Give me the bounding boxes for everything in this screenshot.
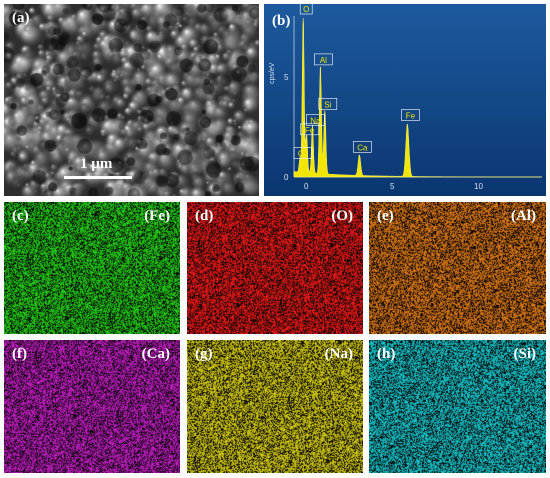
element-label-o: (O) [331,208,353,224]
x-tick-label-10: 10 [474,182,483,191]
map-panel-na: (g) (Na) [187,340,363,473]
peak-label-fe: Fe [401,109,420,121]
panel-label-c: (c) [12,208,29,224]
svg-text:Na: Na [310,116,321,125]
map-panel-o: (d) (O) [187,202,363,334]
eds-spectrum-panel: (b) cps/eV 0 5 0 5 10 O Al Si Na Fe Ca Ca Fe [264,4,546,196]
map-noise [187,340,363,473]
map-panel-si: (h) (Si) [369,340,546,473]
spectrum-fill [293,17,543,178]
element-label-fe: (Fe) [144,208,170,224]
scale-bar-label: 1 µm [80,156,113,172]
sem-micrograph [4,4,259,196]
panel-label-a: (a) [12,10,30,26]
panel-label-e: (e) [377,208,394,224]
element-label-na: (Na) [324,346,353,362]
peak-label-ca: Ca [293,147,313,159]
x-tick-label-0: 0 [304,182,309,191]
map-noise [369,202,546,334]
map-panel-al: (e) (Al) [369,202,546,334]
peak-label-o: O [299,4,313,15]
spectrum-curve [293,17,543,178]
map-noise [369,340,546,473]
svg-text:Ca: Ca [357,143,368,152]
svg-text:Fe: Fe [305,126,315,135]
x-tick-label-5: 5 [390,182,395,191]
element-label-si: (Si) [513,346,537,362]
panel-label-h: (h) [377,346,396,362]
map-noise [4,202,180,334]
element-label-ca: (Ca) [141,346,170,362]
svg-text:Si: Si [324,100,331,109]
peak-label-fe: Fe [300,123,319,136]
panel-label-g: (g) [195,346,213,362]
sem-image-panel: (a) 1 µm [4,4,259,196]
svg-text:O: O [303,5,309,14]
peak-label-al: Al [314,53,333,66]
svg-text:Ca: Ca [298,150,309,159]
scale-bar [64,176,132,179]
svg-text:Al: Al [320,56,327,65]
y-tick-label-0: 0 [284,173,289,182]
map-panel-fe: (c) (Fe) [4,202,180,334]
map-noise [4,340,180,473]
panel-label-d: (d) [195,208,214,224]
peak-label-na: Na [306,114,325,126]
element-label-al: (Al) [511,208,536,224]
peak-label-ca: Ca [353,141,372,153]
y-tick-label-5: 5 [284,73,289,82]
panel-label-b: (b) [272,13,290,29]
panel-label-f: (f) [12,346,27,362]
map-noise [187,202,363,334]
peak-label-si: Si [318,98,338,110]
svg-text:Fe: Fe [406,112,416,121]
map-panel-ca: (f) (Ca) [4,340,180,473]
y-axis-label: cps/eV [269,62,276,84]
